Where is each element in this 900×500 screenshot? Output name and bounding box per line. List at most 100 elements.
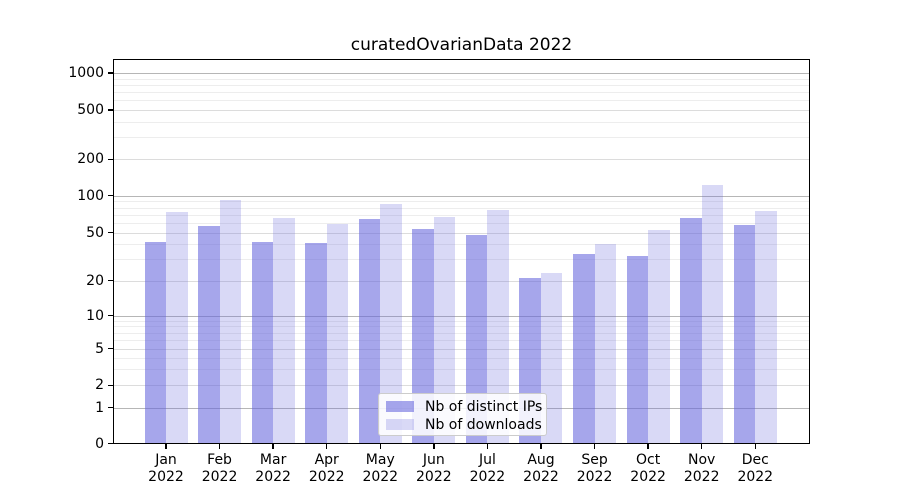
gridline-1000 [113,73,810,74]
gridline-900 [113,78,810,80]
y-axis-tick-label-1: 1 [95,399,104,416]
x-axis-tick-label-oct: Oct 2022 [630,452,666,485]
bar-jun-downloads [433,216,456,444]
legend-swatch-downloads-icon [386,419,414,430]
bar-oct-downloads [648,230,670,444]
x-axis-tick-label-mar: Mar 2022 [255,452,291,485]
gridline-10 [113,315,810,317]
y-axis-tick-label-200: 200 [77,151,104,168]
x-axis-tick-mark-may [379,444,382,449]
bar-mar-downloads [273,217,295,444]
bar-apr-downloads [326,223,349,444]
y-axis-tick-mark-100 [108,194,113,197]
gridline-4 [113,357,810,359]
x-axis-tick-mark-mar [272,444,274,449]
y-axis-tick-label-50: 50 [86,224,104,241]
y-axis-tick-label-10: 10 [86,307,104,324]
gridline-500 [113,110,810,111]
y-axis-tick-mark-50 [108,231,113,234]
bar-sep-ips [573,254,595,444]
bar-jul-ips [465,234,488,444]
x-axis-tick-label-may: May 2022 [362,452,399,485]
y-axis-tick-label-500: 500 [77,102,104,118]
gridline-50 [113,232,810,234]
bar-apr-ips [305,242,327,444]
y-axis-tick-mark-5 [108,347,113,350]
y-axis-tick-mark-2 [108,384,113,387]
gridline-30 [113,259,810,261]
x-axis-tick-label-jan: Jan 2022 [148,452,184,485]
gridline-70 [113,214,810,216]
bar-jun-ips [412,229,434,444]
gridline-40 [113,244,810,246]
x-axis-tick-label-apr: Apr 2022 [308,452,345,485]
y-axis-tick-mark-1000 [108,72,113,74]
y-axis-tick-label-5: 5 [95,340,104,357]
x-axis-tick-mark-dec [754,444,757,449]
x-axis-tick-mark-nov [700,444,703,449]
x-axis-tick-label-sep: Sep 2022 [576,452,613,485]
gridline-9 [113,320,810,322]
y-axis-tick-label-1000: 1000 [68,65,104,81]
x-axis-tick-mark-jan [165,444,167,449]
gridline-5 [113,348,810,350]
bar-feb-downloads [219,199,242,444]
x-axis-tick-label-jul: Jul 2022 [469,452,506,485]
bar-oct-ips [626,255,649,444]
gridline-7 [113,332,810,334]
y-axis-tick-mark-10 [108,314,113,317]
bar-nov-ips [680,217,702,444]
y-axis-tick-label-20: 20 [86,272,104,289]
gridline-60 [113,222,810,224]
bar-may-ips [358,218,381,444]
x-axis-tick-mark-sep [593,444,596,449]
y-axis-tick-label-100: 100 [77,187,104,204]
y-axis-tick-mark-200 [108,158,113,161]
x-axis-tick-label-dec: Dec 2022 [737,452,774,485]
gridline-3 [113,369,810,371]
gridline-2 [113,385,810,387]
bar-jan-downloads [166,211,188,444]
legend-label-downloads: Nb of downloads [425,416,542,433]
legend-swatch-ips-icon [386,401,414,412]
y-axis-tick-mark-500 [108,109,113,111]
y-axis-tick-label-0: 0 [95,435,104,452]
gridline-6 [113,340,810,342]
x-axis-tick-label-aug: Aug 2022 [523,452,559,485]
legend: Nb of distinct IPs Nb of downloads [378,393,547,436]
gridline-300 [113,137,810,139]
gridline-700 [113,92,810,94]
y-axis-tick-mark-20 [108,279,113,282]
x-axis-tick-mark-aug [540,444,542,449]
bar-dec-downloads [755,210,777,444]
gridline-600 [113,100,810,102]
bar-jan-ips [144,241,166,444]
gridline-400 [113,122,810,123]
gridline-80 [113,207,810,209]
y-axis-tick-mark-1 [108,406,113,409]
x-axis-tick-mark-apr [325,444,328,449]
x-axis-tick-mark-feb [218,444,221,449]
x-axis-tick-label-nov: Nov 2022 [683,452,720,485]
chart-title: curatedOvarianData 2022 [350,35,573,55]
legend-item-distinct-ips: Nb of distinct IPs [386,398,546,415]
y-axis-tick-mark-0 [108,442,113,445]
legend-label-distinct-ips: Nb of distinct IPs [425,398,543,415]
x-axis-tick-mark-jun [433,444,435,449]
x-axis-tick-label-jun: Jun 2022 [416,452,452,485]
gridline-20 [113,280,810,282]
gridline-800 [113,84,810,86]
x-axis-tick-mark-oct [647,444,649,449]
plot-area [113,59,810,444]
bar-sep-downloads [594,244,617,444]
bar-jul-downloads [487,209,509,444]
gridline-200 [113,159,810,161]
bar-feb-ips [198,226,220,444]
x-axis-tick-mark-jul [486,444,489,449]
bar-may-downloads [380,203,402,444]
legend-item-downloads: Nb of downloads [386,416,546,433]
gridline-100 [113,195,810,197]
gridline-8 [113,326,810,328]
y-axis-tick-label-2: 2 [95,377,104,394]
